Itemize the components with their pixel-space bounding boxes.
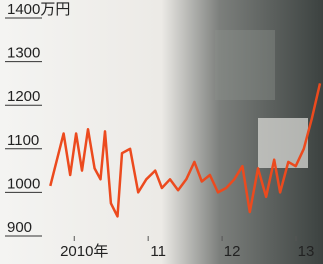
photo-lot [215, 30, 275, 100]
x-tick-label: 2010年 [60, 243, 108, 260]
y-tick-label: 1100 [7, 132, 39, 149]
y-tick-label: 1300 [7, 45, 40, 62]
x-tick-label: 13 [298, 243, 315, 260]
y-tick-label: 1400万円 [7, 1, 70, 18]
y-tick-label: 1000 [7, 175, 40, 192]
y-tick-label: 1200 [7, 88, 40, 105]
x-tick-label: 12 [224, 243, 241, 260]
y-tick-label: 900 [7, 219, 32, 236]
chart: 900 1000 1100 1200 1300 1400万円 2010年 11 12 13 [0, 0, 323, 264]
photo-building [258, 118, 308, 168]
x-tick-label: 11 [150, 243, 166, 260]
